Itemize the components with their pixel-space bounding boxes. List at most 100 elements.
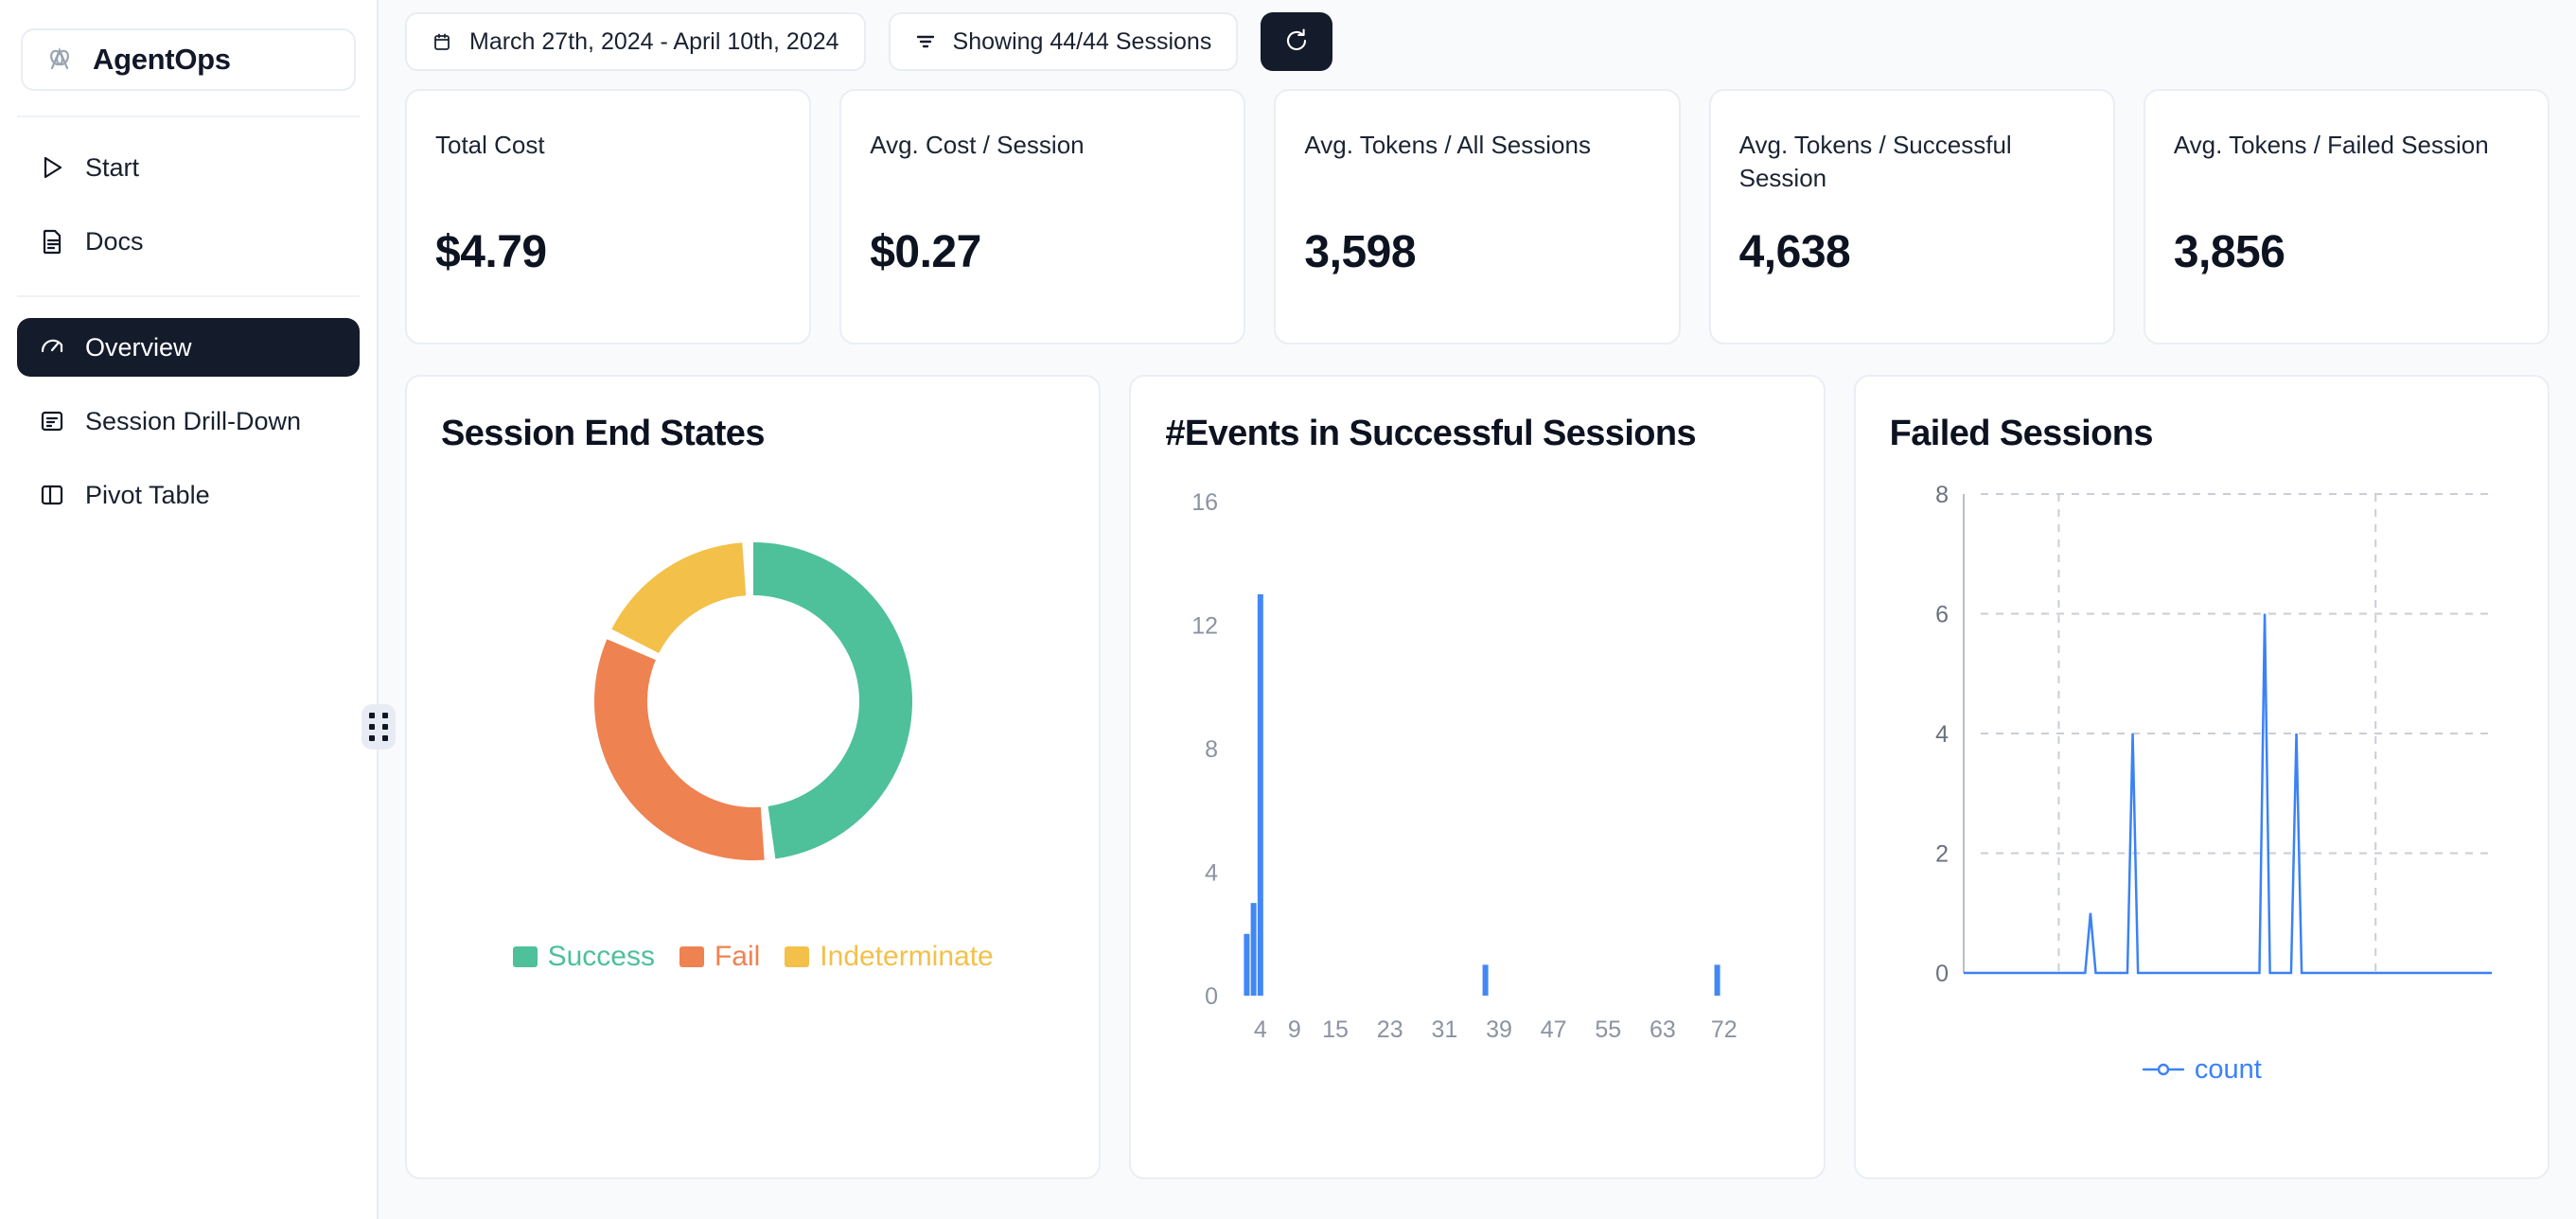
y-axis-tick-label: 16 — [1192, 489, 1219, 516]
session-filter-label: Showing 44/44 Sessions — [952, 27, 1212, 55]
session-filter-button[interactable]: Showing 44/44 Sessions — [888, 12, 1239, 71]
metric-label: Avg. Tokens / Failed Session — [2173, 131, 2489, 159]
x-axis-tick-label: 39 — [1486, 1016, 1512, 1043]
panel-events-in-successful-sessions: #Events in Successful Sessions 0 4 8 12 16 4 9… — [1129, 375, 1826, 1179]
sidebar-divider-bottom — [17, 295, 360, 297]
sidebar-item-label: Session Drill-Down — [85, 406, 302, 435]
legend-label: Fail — [714, 940, 761, 972]
line-series-count[interactable] — [1963, 613, 2492, 974]
x-axis-tick-label: 9 — [1288, 1016, 1301, 1043]
play-icon — [38, 153, 66, 182]
sidebar-item-start[interactable]: Start — [17, 138, 360, 197]
panel-icon — [38, 481, 66, 509]
chart-panels: Session End States Success Fail — [405, 375, 2550, 1179]
toolbar: March 27th, 2024 - April 10th, 2024 Show… — [405, 0, 2550, 81]
main-content: March 27th, 2024 - April 10th, 2024 Show… — [379, 0, 2576, 1219]
sidebar-item-label: Pivot Table — [85, 480, 210, 509]
x-axis-tick-label: 63 — [1650, 1016, 1676, 1043]
bar[interactable] — [1244, 933, 1250, 996]
legend-label: Indeterminate — [820, 940, 994, 972]
legend-item-fail[interactable]: Fail — [679, 941, 760, 973]
donut-svg[interactable] — [531, 479, 976, 924]
panel-title: Session End States — [441, 414, 765, 453]
grip-dots-icon — [369, 713, 388, 741]
metric-value: $4.79 — [435, 227, 547, 277]
sidebar-item-label: Docs — [85, 226, 144, 256]
x-axis-tick-label: 55 — [1596, 1016, 1622, 1043]
bar[interactable] — [1250, 902, 1257, 996]
metric-label: Avg. Tokens / Successful Session — [1738, 131, 2012, 193]
metric-value: $0.27 — [870, 227, 981, 277]
panel-session-end-states: Session End States Success Fail — [405, 375, 1102, 1179]
legend-item-success[interactable]: Success — [512, 940, 655, 973]
metric-card-avg-cost-session: Avg. Cost / Session $0.27 — [839, 89, 1246, 344]
legend-item-indeterminate[interactable]: Indeterminate — [785, 940, 994, 973]
calendar-icon — [432, 31, 452, 52]
metric-value: 3,598 — [1304, 227, 1417, 277]
sidebar-item-overview[interactable]: Overview — [17, 318, 360, 377]
line-marker-icon — [2142, 1063, 2185, 1076]
gauge-icon — [38, 333, 66, 362]
sidebar-resize-handle[interactable] — [362, 704, 396, 750]
metric-card-avg-tokens-all-sessions: Avg. Tokens / All Sessions 3,598 — [1274, 89, 1681, 344]
y-axis-tick-label: 0 — [1205, 983, 1218, 1010]
y-axis-tick-label: 8 — [1935, 482, 1949, 508]
legend-swatch — [785, 945, 810, 967]
donut-slice[interactable] — [610, 542, 746, 653]
legend-label: count — [2194, 1053, 2262, 1085]
donut-legend: Success Fail Indeterminate — [512, 940, 994, 973]
x-axis-tick-label: 72 — [1711, 1016, 1738, 1043]
metric-label: Avg. Tokens / All Sessions — [1304, 131, 1591, 159]
nav-group-secondary: Overview Session Drill-Down — [17, 318, 360, 524]
donut-chart: Success Fail Indeterminate — [441, 479, 1065, 973]
x-axis-tick-label: 31 — [1432, 1016, 1458, 1043]
metric-cards: Total Cost $4.79 Avg. Cost / Session $0.… — [405, 89, 2550, 344]
sidebar-item-label: Overview — [85, 332, 192, 362]
metric-value: 3,856 — [2173, 227, 2285, 277]
sidebar-item-pivot-table[interactable]: Pivot Table — [17, 466, 360, 524]
legend-label: Success — [547, 940, 655, 972]
legend-swatch — [679, 945, 704, 967]
metric-label: Avg. Cost / Session — [870, 131, 1085, 159]
brand-button[interactable]: AgentOps — [21, 28, 356, 91]
y-axis-tick-label: 4 — [1935, 721, 1949, 748]
y-axis-tick-label: 4 — [1205, 859, 1218, 886]
line-chart-legend[interactable]: count — [1890, 1054, 2514, 1086]
bar[interactable] — [1258, 593, 1264, 996]
filter-icon — [915, 31, 936, 52]
date-range-picker[interactable]: March 27th, 2024 - April 10th, 2024 — [405, 12, 866, 71]
refresh-button[interactable] — [1261, 12, 1333, 71]
sidebar-item-session-drill-down[interactable]: Session Drill-Down — [17, 392, 360, 450]
metric-card-avg-tokens-failed-session: Avg. Tokens / Failed Session 3,856 — [2143, 89, 2550, 344]
sidebar-item-label: Start — [85, 152, 140, 182]
line-chart-svg[interactable]: 0 2 4 6 8 — [1890, 466, 2505, 1052]
metric-value: 4,638 — [1738, 227, 1851, 277]
panel-failed-sessions: Failed Sessions 0 2 4 6 8 count — [1853, 375, 2550, 1179]
y-axis-tick-label: 0 — [1935, 961, 1949, 987]
panel-title: Failed Sessions — [1889, 414, 2154, 453]
metric-card-avg-tokens-successful-session: Avg. Tokens / Successful Session 4,638 — [1708, 89, 2115, 344]
x-axis-tick-label: 47 — [1541, 1016, 1567, 1043]
bar[interactable] — [1714, 963, 1720, 996]
y-axis-tick-label: 2 — [1935, 840, 1949, 867]
x-axis-tick-label: 4 — [1254, 1016, 1267, 1043]
donut-slice[interactable] — [593, 638, 765, 860]
metric-label: Total Cost — [435, 131, 545, 159]
y-axis-tick-label: 12 — [1192, 612, 1219, 639]
date-range-label: March 27th, 2024 - April 10th, 2024 — [469, 27, 839, 55]
document-icon — [38, 227, 66, 256]
bar[interactable] — [1482, 963, 1489, 996]
x-axis-tick-label: 15 — [1322, 1016, 1349, 1043]
metric-card-total-cost: Total Cost $4.79 — [405, 89, 812, 344]
sidebar: AgentOps Start Docs — [0, 0, 396, 1219]
donut-slice[interactable] — [752, 541, 912, 858]
y-axis-tick-label: 8 — [1205, 736, 1218, 763]
x-axis-tick-label: 23 — [1377, 1016, 1403, 1043]
sidebar-item-docs[interactable]: Docs — [17, 212, 360, 271]
brand-name: AgentOps — [93, 43, 231, 76]
legend-swatch — [512, 945, 538, 967]
sidebar-divider-top — [17, 115, 360, 117]
panel-title: #Events in Successful Sessions — [1165, 414, 1697, 453]
